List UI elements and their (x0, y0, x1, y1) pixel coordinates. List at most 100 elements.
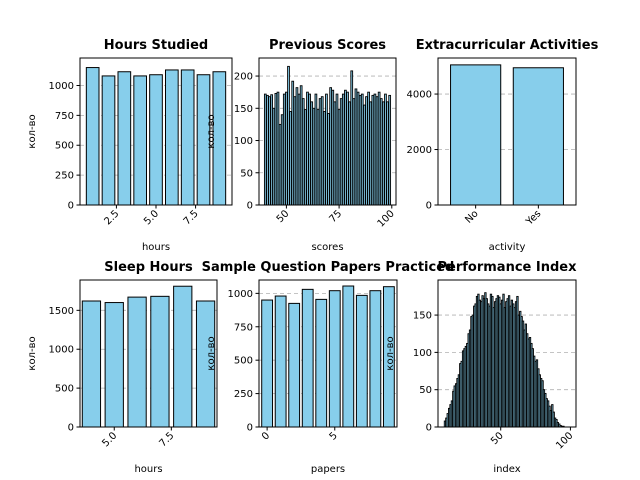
bar (282, 93, 286, 206)
bar (314, 93, 318, 206)
x-tick-label: 75 (327, 208, 344, 225)
bar (315, 298, 328, 428)
bar (354, 88, 358, 206)
y-axis-label: кол-во (206, 114, 217, 148)
chart-title: Sleep Hours (104, 260, 193, 275)
bar (346, 91, 349, 206)
bar (127, 296, 147, 428)
bar (356, 91, 360, 206)
y-tick-label: 2000 (407, 145, 432, 156)
y-tick-label: 1000 (49, 81, 74, 92)
chart-panel-3: 0 2000 4000 No Yes Extracurricular Activities… (407, 38, 599, 253)
bar (348, 101, 351, 206)
y-tick-label: 0 (68, 201, 74, 212)
bar (379, 98, 383, 206)
x-tick-label: 0 (260, 430, 272, 442)
chart-title: Sample Question Papers Practiced (202, 260, 455, 275)
bar (288, 302, 301, 428)
bar (352, 98, 356, 206)
chart-panel-1: 0 250 500 750 1000 2.5 5.0 7.5 Hours Studied hour… (27, 38, 233, 253)
bar (297, 93, 301, 206)
chart-panel-4: 0 500 1000 1500 5.0 7.5 Sleep Hours hours кол-во (27, 260, 218, 475)
y-tick-label: 500 (55, 141, 74, 152)
y-tick-label: 4000 (407, 90, 432, 101)
bar (304, 109, 307, 206)
y-tick-label: 50 (419, 385, 432, 396)
bar (344, 89, 347, 206)
bar (360, 93, 364, 206)
bar (293, 96, 297, 206)
y-tick-label: 500 (234, 356, 253, 367)
y-tick-label: 50 (240, 168, 253, 179)
bar (322, 111, 326, 206)
bar (280, 114, 284, 206)
bar (371, 94, 375, 206)
bar (276, 91, 280, 206)
bar (350, 70, 354, 206)
bar (173, 285, 193, 428)
bar (274, 295, 287, 428)
x-tick-label: No (463, 208, 480, 225)
y-tick-label: 100 (234, 136, 253, 147)
bar (333, 101, 337, 206)
y-tick-label: 0 (68, 423, 74, 434)
bar (270, 94, 273, 206)
axes-frame (79, 279, 218, 428)
bar (291, 80, 295, 206)
bar (377, 91, 381, 206)
bar (335, 93, 339, 206)
bar (133, 75, 147, 206)
axes-frame (258, 57, 397, 206)
bar (150, 295, 170, 428)
y-tick-label: 1000 (49, 345, 74, 356)
x-tick-label: 7.5 (157, 430, 176, 449)
x-tick-label: 50 (275, 208, 292, 225)
bar (318, 98, 322, 206)
x-axis-label: scores (311, 242, 343, 253)
x-tick-label: 7.5 (182, 208, 201, 227)
y-tick-label: 1000 (228, 289, 253, 300)
x-tick-label: 5 (328, 430, 340, 442)
x-axis-label: hours (142, 242, 170, 253)
x-axis-label: activity (489, 242, 526, 253)
y-axis-label: кол-во (27, 336, 38, 370)
bar (310, 101, 314, 206)
bar (104, 302, 124, 428)
bar (266, 94, 269, 206)
y-axis-label: кол-во (385, 336, 396, 370)
x-tick-label: 50 (489, 430, 506, 447)
chart-panel-2: 0 50 100 150 200 50 75 100 Previous Scores scores… (206, 38, 397, 253)
y-tick-label: 0 (247, 201, 253, 212)
chart-panel-5: 0 250 500 750 1000 0 5 Sample Question Papers P… (202, 260, 455, 475)
bar (388, 94, 392, 206)
x-tick-label: 100 (376, 208, 397, 229)
bar (341, 93, 345, 206)
bar (268, 96, 271, 206)
bar (272, 107, 276, 206)
y-tick-label: 0 (426, 201, 432, 212)
y-tick-label: 250 (234, 389, 253, 400)
bar (85, 67, 100, 206)
y-tick-label: 1500 (49, 306, 74, 317)
x-tick-label: 5.0 (142, 208, 161, 227)
bar (363, 104, 366, 206)
chart-title: Performance Index (438, 260, 578, 275)
axes-frame (437, 57, 577, 206)
bar (365, 96, 368, 206)
bar (375, 96, 379, 206)
bar (384, 93, 387, 206)
bar (263, 93, 267, 206)
y-tick-label: 750 (234, 322, 253, 333)
bar (165, 69, 179, 206)
bar (289, 111, 292, 206)
x-axis-label: index (493, 464, 520, 475)
y-tick-label: 0 (426, 423, 432, 434)
x-axis-label: hours (134, 464, 162, 475)
chart-title: Extracurricular Activities (416, 38, 599, 53)
bar (355, 294, 368, 428)
bar (301, 288, 314, 428)
bar (325, 93, 328, 206)
y-tick-label: 100 (413, 348, 432, 359)
bar (320, 96, 324, 206)
